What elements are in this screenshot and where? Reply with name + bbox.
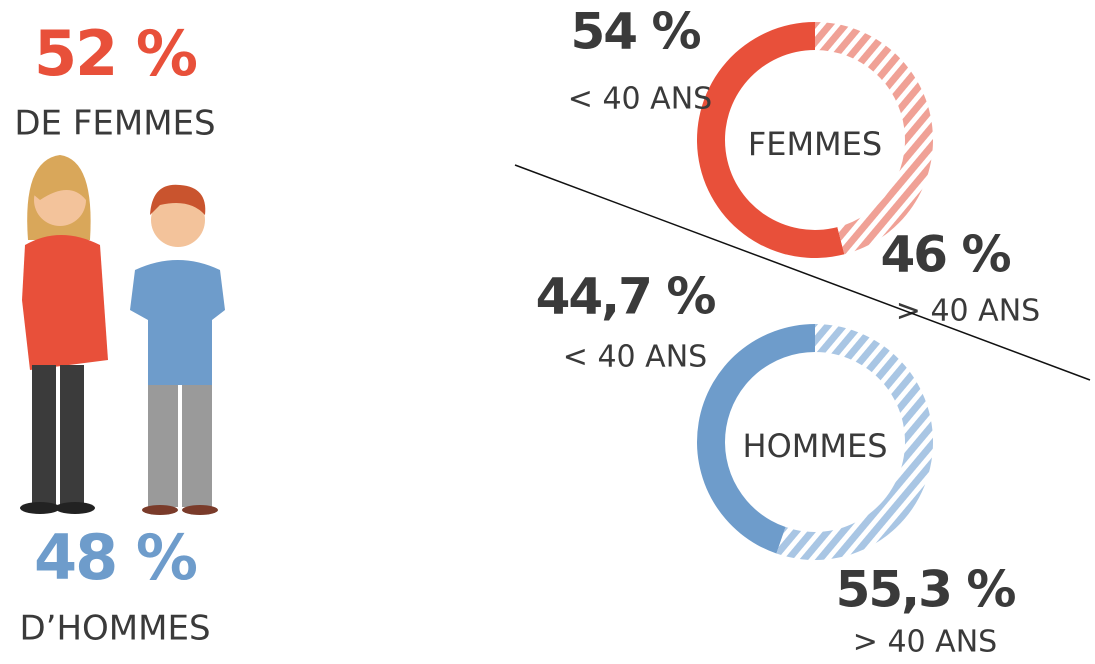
category-label: < 40 ANS (563, 340, 707, 375)
category-label: > 40 ANS (896, 294, 1040, 329)
category-label: > 40 ANS (853, 625, 997, 660)
infographic: 52 % DE FEMMES 48 % D’HOMMES 54 % < 40 AN… (0, 0, 1095, 664)
donut-title: HOMMES (743, 427, 888, 465)
value-label: 46 % (880, 226, 1010, 284)
value-label: 44,7 % (536, 268, 716, 326)
man-illustration (130, 185, 225, 515)
men-caption: D’HOMMES (19, 609, 210, 649)
men-share: 48 % (34, 521, 197, 594)
woman-illustration (20, 155, 108, 514)
women-caption: DE FEMMES (14, 104, 215, 144)
women-share: 52 % (34, 17, 197, 90)
category-label: < 40 ANS (568, 82, 712, 117)
donut-title: FEMMES (748, 125, 882, 163)
value-label: 55,3 % (836, 561, 1016, 619)
value-label: 54 % (570, 3, 700, 61)
